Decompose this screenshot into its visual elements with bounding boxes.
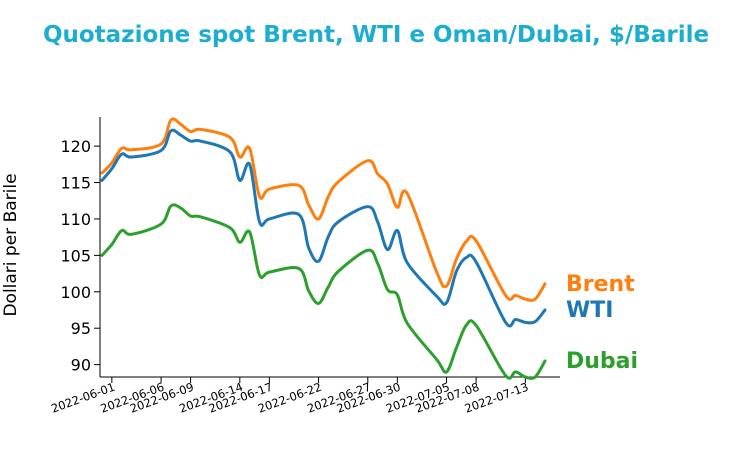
series-lines [100,117,547,380]
y-tick-label: 100 [60,283,91,302]
y-tick-label: 105 [60,246,91,265]
y-tick-label: 95 [71,319,91,338]
chart-title: Quotazione spot Brent, WTI e Oman/Dubai,… [42,22,710,48]
chart-axes: 90951001051101151202022-06-012022-06-062… [49,117,560,416]
series-label-dubai: Dubai [566,349,638,374]
series-line-dubai [100,203,547,380]
series-line-wti [100,128,547,328]
y-tick-label: 120 [60,137,91,156]
series-line-brent [100,117,547,302]
y-tick-label: 115 [60,174,91,193]
y-tick-label: 110 [60,210,91,229]
y-tick-label: 90 [71,356,91,375]
y-axis-title: Dollari per Barile [1,173,21,316]
series-label-brent: Brent [566,272,635,297]
series-label-wti: WTI [566,298,613,323]
